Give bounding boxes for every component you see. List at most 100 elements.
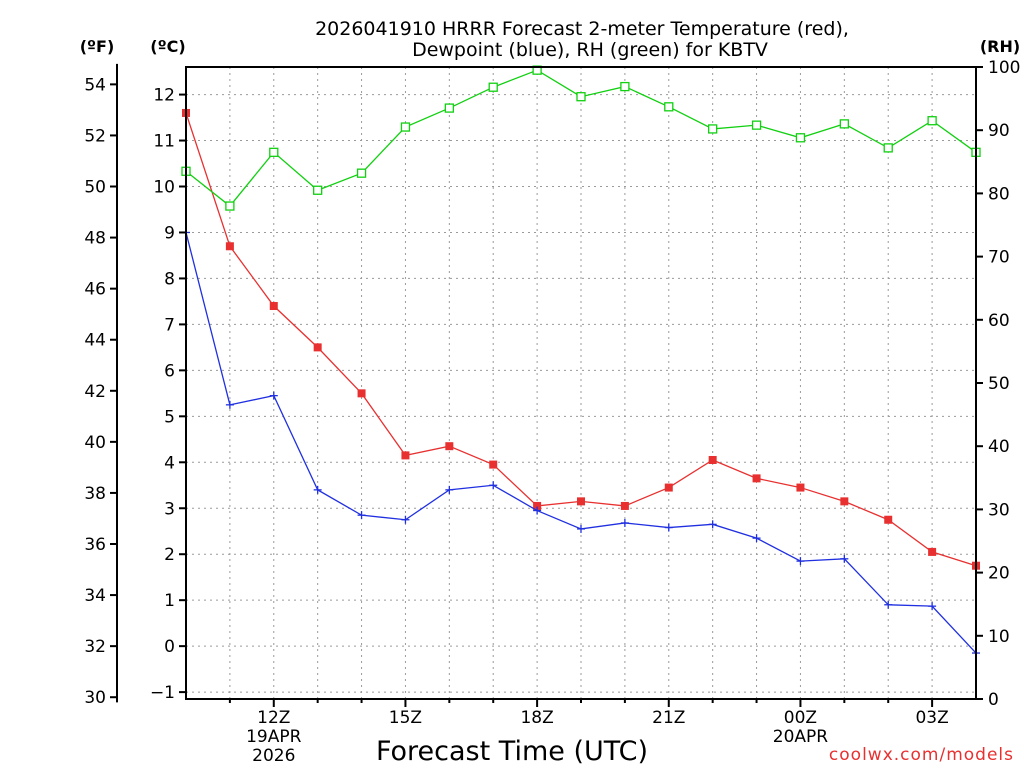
temperature-point [796,483,805,492]
temperature-point [313,343,322,352]
x-tick-label: 12Z [257,708,290,728]
rh-point [444,103,454,113]
plot-frame [185,66,977,700]
temperature-point [445,442,454,451]
c-tick-label: 4 [164,453,175,473]
dewpoint-point [357,511,366,520]
rh-tick-label: 70 [988,248,1010,268]
rh-tick-label: 90 [988,121,1010,141]
dewpoint-point [225,400,234,409]
f-tick-label: 50 [84,178,106,198]
dewpoint-point [489,481,498,490]
dewpoint-point [840,554,849,563]
grid-lines [186,67,976,699]
dewpoint-series [182,228,980,658]
rh-point [751,120,762,130]
watermark: coolwx.com/models [829,745,1014,765]
f-tick-label: 46 [84,280,106,300]
temperature-series [182,108,980,570]
temperature-point [357,389,366,398]
rh-unit-label: (RH) [980,37,1020,56]
rh-point [488,82,498,92]
dewpoint-point [796,557,805,566]
c-tick-label: 7 [164,315,175,335]
fahrenheit-unit-label: (ºF) [80,37,115,56]
c-tick-label: 12 [153,86,175,106]
dewpoint-point [269,391,278,400]
rh-line [185,69,977,207]
f-tick-label: 30 [84,688,106,708]
dewpoint-point [313,485,322,494]
c-tick-label: 3 [164,499,175,519]
rh-point [927,116,937,126]
rh-tick-label: 50 [988,374,1010,394]
rh-point [708,124,718,134]
temperature-point [489,460,498,469]
x-tick-date: 19APR [246,727,302,747]
rh-point [400,122,411,132]
rh-point [839,119,849,129]
dewpoint-point [620,518,629,527]
dewpoint-point [708,520,717,529]
c-tick-label: −1 [150,683,175,703]
celsius-unit-label: (ºC) [150,37,185,56]
x-tick-year: 2026 [252,746,295,766]
rh-tick-label: 60 [988,311,1010,331]
rh-point [883,143,893,153]
rh-tick-label: 20 [988,564,1010,584]
c-tick-label: 6 [164,361,175,381]
f-tick-label: 38 [84,484,106,504]
f-tick-label: 36 [84,535,106,555]
x-tick-label: 00Z [784,708,817,728]
rh-point [795,133,806,143]
temperature-point [401,451,410,460]
rh-tick-label: 30 [988,500,1010,520]
temperature-point [620,501,629,510]
dewpoint-point [445,485,454,494]
f-tick-label: 34 [84,586,106,606]
rh-point [269,147,279,157]
dewpoint-point [533,506,542,515]
c-tick-label: 0 [164,637,175,657]
c-tick-label: 8 [164,269,175,289]
f-tick-label: 32 [84,637,106,657]
c-tick-label: 9 [164,223,175,243]
f-tick-label: 42 [84,382,106,402]
rh-tick-label: 10 [988,627,1010,647]
rh-point [620,81,630,92]
temperature-point [708,455,717,464]
c-tick-label: 10 [153,178,175,198]
rh-point [356,168,367,178]
x-tick-label: 21Z [652,708,685,728]
rh-tick-label: 100 [988,58,1020,78]
temperature-point [884,515,893,524]
c-tick-label: 2 [164,545,175,565]
x-tick-label: 03Z [915,708,948,728]
temperature-point [840,497,849,506]
rh-point [225,201,235,211]
rh-point [313,185,323,195]
temperature-point [269,302,278,311]
c-tick-label: 5 [164,407,175,427]
f-tick-label: 44 [84,331,106,351]
temperature-point [928,547,937,556]
x-tick-label: 15Z [389,708,422,728]
temperature-point [225,242,234,251]
temperature-point [664,483,673,492]
series-layer [181,65,981,658]
dewpoint-point [884,600,893,609]
chart-title-line1: 2026041910 HRRR Forecast 2-meter Tempera… [315,18,849,40]
x-tick-date: 20APR [773,727,829,747]
rh-tick-label: 0 [988,690,999,710]
rh-point [664,102,674,112]
f-tick-label: 54 [84,75,106,95]
dewpoint-point [664,523,673,532]
temperature-point [752,474,761,483]
f-tick-label: 52 [84,126,106,146]
rh-point [576,92,586,102]
dewpoint-point [752,534,761,543]
axes: 30323436384042444648505254−1012345678910… [84,58,1020,766]
f-tick-label: 48 [84,229,106,249]
chart-title-line2: Dewpoint (blue), RH (green) for KBTV [412,39,768,61]
